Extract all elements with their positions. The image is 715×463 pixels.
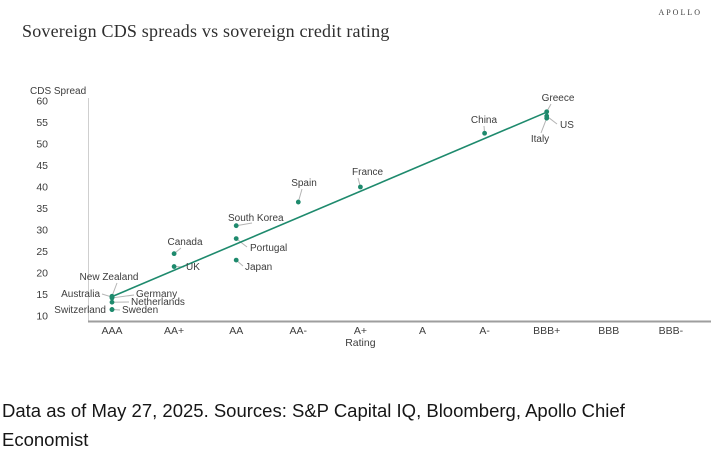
- data-point-italy: [544, 115, 550, 121]
- x-tick-label: AAA: [101, 325, 122, 337]
- data-point-greece: [544, 109, 550, 115]
- x-tick-label: BBB-: [659, 325, 684, 337]
- point-label: Greece: [542, 93, 575, 104]
- point-label: Switzerland: [54, 305, 106, 316]
- x-tick-label: A+: [354, 325, 367, 337]
- point-label: Australia: [61, 289, 100, 300]
- data-point-germany: [109, 295, 115, 301]
- data-point-france: [358, 184, 363, 190]
- data-point-japan: [233, 257, 239, 263]
- point-label: South Korea: [228, 213, 284, 224]
- source-caption: Data as of May 27, 2025. Sources: S&P Ca…: [2, 400, 625, 450]
- point-label: Italy: [531, 134, 549, 145]
- leader-line: [540, 118, 548, 134]
- data-point-south-korea: [233, 223, 239, 229]
- point-label: UK: [186, 262, 200, 273]
- y-tick-label: 10: [36, 311, 48, 323]
- x-tick-label: BBB+: [533, 325, 560, 337]
- point-label: US: [560, 120, 574, 131]
- leader-line: [236, 222, 253, 227]
- data-point-netherlands: [109, 299, 115, 305]
- apollo-logo: APOLLO: [658, 8, 702, 17]
- y-tick-label: 15: [36, 289, 48, 301]
- point-label: Spain: [291, 178, 317, 189]
- x-tick-label: A-: [479, 325, 490, 337]
- point-label: Germany: [136, 289, 177, 300]
- data-point-canada: [171, 251, 177, 257]
- point-label: Canada: [167, 237, 202, 248]
- trend-line: [111, 111, 548, 298]
- leader-line: [111, 294, 135, 299]
- y-tick-label: 55: [36, 117, 48, 129]
- x-tick-label: BBB: [598, 325, 619, 337]
- y-tick-label: 30: [36, 225, 48, 237]
- y-tick-label: 45: [36, 160, 48, 172]
- point-label: China: [471, 115, 498, 126]
- y-tick-label: 25: [36, 246, 48, 258]
- y-axis-title: CDS Spread: [30, 86, 86, 97]
- x-tick-label: AA: [229, 325, 243, 337]
- chart-title: Sovereign CDS spreads vs sovereign credi…: [22, 21, 390, 41]
- point-label: France: [352, 167, 384, 178]
- x-tick-label: AA-: [290, 325, 308, 337]
- point-label: New Zealand: [80, 272, 139, 283]
- x-tick-label: AA+: [164, 325, 184, 337]
- y-tick-label: 40: [36, 182, 48, 194]
- data-point-sweden: [109, 307, 115, 312]
- y-tick-label: 50: [36, 139, 48, 151]
- point-label: Portugal: [250, 243, 287, 254]
- y-tick-label: 20: [36, 268, 48, 280]
- data-point-spain: [295, 199, 301, 205]
- point-label: Japan: [245, 262, 272, 273]
- point-label: Netherlands: [131, 297, 185, 308]
- x-tick-label: A: [419, 325, 426, 337]
- data-point-china: [482, 130, 487, 136]
- data-point-uk: [171, 264, 177, 269]
- point-label: Sweden: [122, 305, 158, 316]
- y-tick-label: 60: [36, 96, 48, 108]
- data-point-portugal: [233, 236, 239, 242]
- y-tick-label: 35: [36, 203, 48, 215]
- x-axis-title: Rating: [345, 337, 376, 349]
